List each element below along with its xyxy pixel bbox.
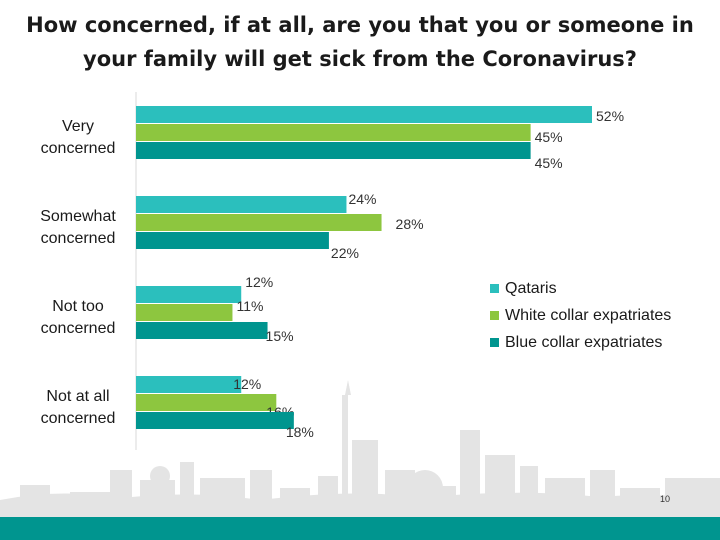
bar-qataris-1 [136, 196, 347, 213]
category-label-1: Somewhat concerned [40, 208, 116, 247]
legend-label-white-collar: White collar expatriates [505, 306, 672, 324]
category-label-0: Very concerned [41, 118, 116, 157]
data-label-qataris-2: 12% [245, 274, 273, 290]
bar-white-collar-3 [136, 394, 277, 411]
data-label-qataris-1: 24% [348, 191, 376, 207]
legend-label-qataris: Qataris [505, 279, 557, 297]
data-label-qataris-3: 12% [233, 376, 261, 392]
bar-blue-collar-2 [136, 322, 268, 339]
bar-blue-collar-0 [136, 142, 531, 159]
skyline-shapes [0, 380, 720, 517]
data-label-blue-collar-1: 22% [331, 245, 359, 261]
legend-label-blue-collar: Blue collar expatriates [505, 333, 663, 351]
chart-title-line-2: your family will get sick from the Coron… [83, 47, 637, 71]
bar-white-collar-0 [136, 124, 531, 141]
bar-qataris-0 [136, 106, 592, 123]
category-label-2: Not too concerned [41, 298, 116, 337]
legend-swatch-blue-collar [490, 338, 499, 347]
chart-legend: Qataris White collar expatriates Blue co… [490, 275, 671, 356]
data-label-blue-collar-0: 45% [535, 155, 563, 171]
legend-item-qataris: Qataris [490, 275, 671, 302]
bar-qataris-2 [136, 286, 242, 303]
data-label-white-collar-0: 45% [535, 129, 563, 145]
bar-qataris-3 [136, 376, 242, 393]
bar-white-collar-2 [136, 304, 233, 321]
footer-bar [0, 517, 720, 540]
legend-item-blue-collar: Blue collar expatriates [490, 329, 671, 356]
category-label-3: Not at all concerned [41, 388, 116, 427]
bar-white-collar-1 [136, 214, 382, 231]
data-label-white-collar-2: 11% [236, 298, 263, 314]
bar-blue-collar-3 [136, 412, 294, 429]
legend-swatch-qataris [490, 284, 499, 293]
chart-title: How concerned, if at all, are you that y… [0, 8, 720, 76]
bar-blue-collar-1 [136, 232, 329, 249]
chart-title-line-1: How concerned, if at all, are you that y… [26, 13, 694, 37]
data-label-blue-collar-3: 18% [286, 424, 314, 440]
legend-item-white-collar: White collar expatriates [490, 302, 671, 329]
data-label-blue-collar-2: 15% [266, 328, 294, 344]
page-number: 10 [660, 494, 671, 504]
data-label-white-collar-1: 28% [396, 216, 424, 232]
legend-swatch-white-collar [490, 311, 499, 320]
data-label-qataris-0: 52% [596, 108, 624, 124]
